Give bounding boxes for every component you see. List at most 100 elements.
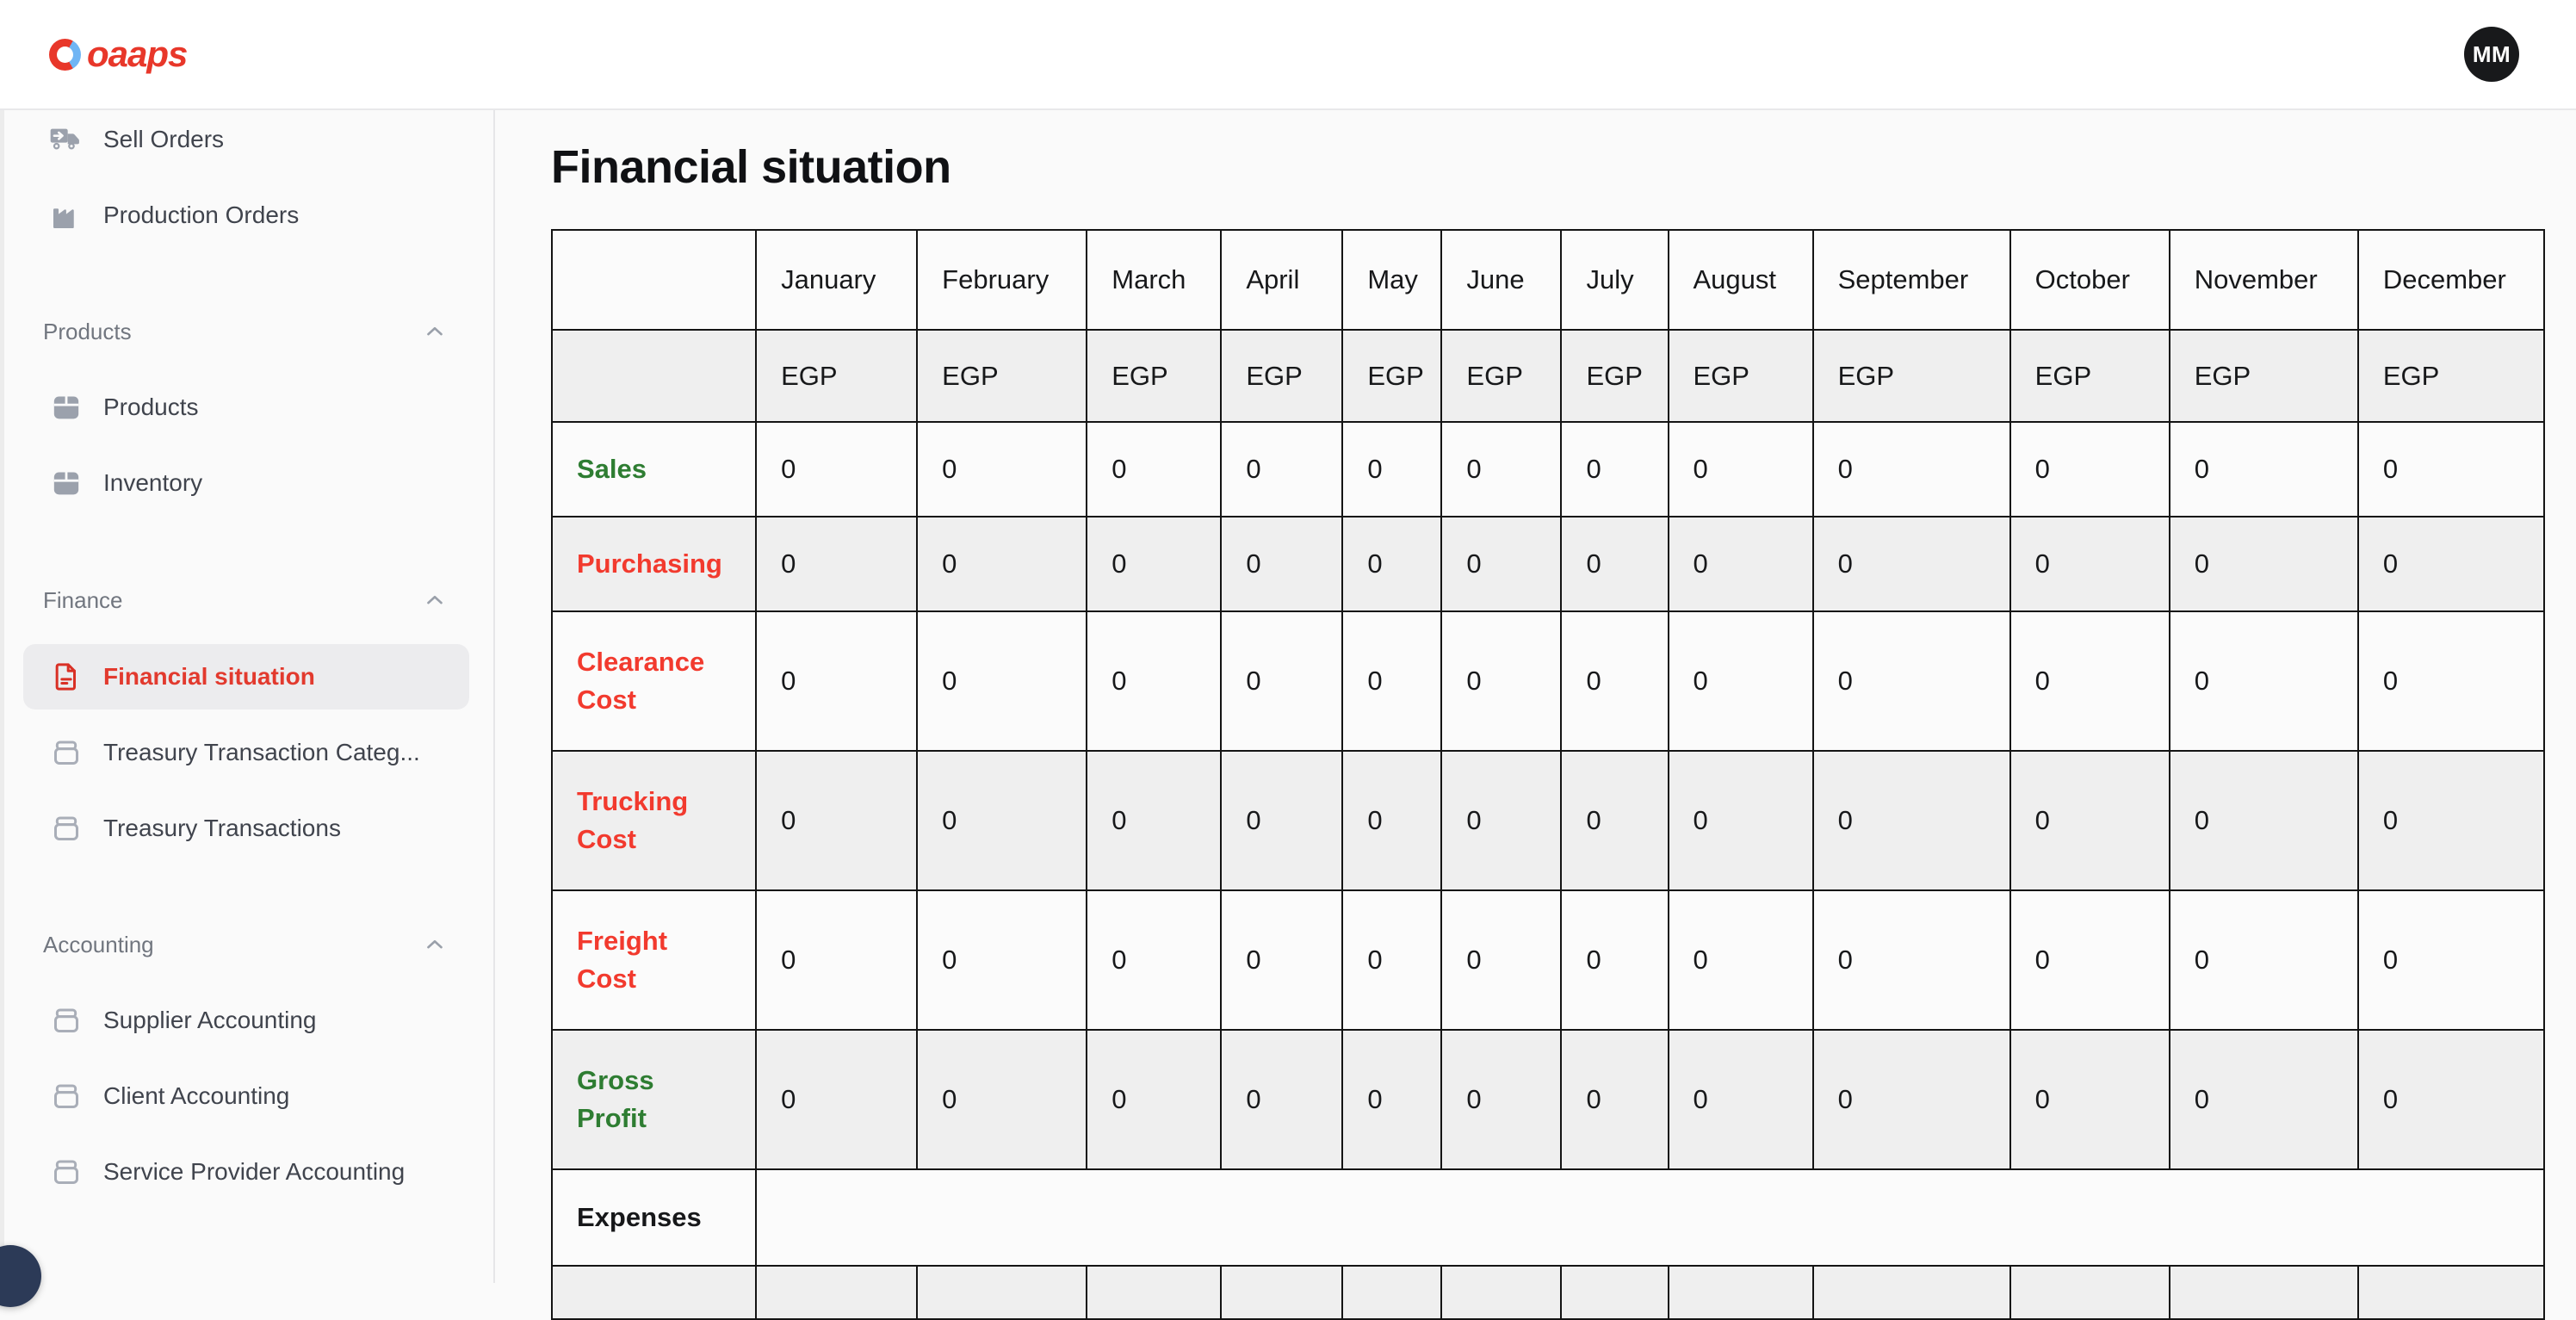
- table-value-cell: 0: [1813, 1030, 2010, 1169]
- table-value-cell: [1087, 1266, 1221, 1319]
- month-header-cell: August: [1669, 230, 1813, 330]
- sidebar-section-finance[interactable]: Finance: [0, 574, 495, 626]
- table-value-cell: 0: [917, 517, 1087, 611]
- row-label: Gross Profit: [552, 1030, 756, 1169]
- sidebar-item-label: Supplier Accounting: [103, 1007, 317, 1034]
- table-value-cell: 0: [1669, 751, 1813, 890]
- table-value-cell: 0: [1561, 1030, 1668, 1169]
- table-value-cell: 0: [1669, 611, 1813, 751]
- section-row-label: Expenses: [552, 1169, 756, 1266]
- table-corner-cell: [552, 330, 756, 422]
- month-header-cell: November: [2170, 230, 2358, 330]
- table-value-cell: 0: [1087, 422, 1221, 517]
- app-header: oaaps MM: [0, 0, 2576, 110]
- table-value-cell: 0: [2010, 1030, 2170, 1169]
- sidebar-item-inventory[interactable]: Inventory: [23, 454, 469, 512]
- table-value-cell: 0: [1561, 611, 1668, 751]
- table-value-cell: 0: [1441, 517, 1561, 611]
- month-header-cell: September: [1813, 230, 2010, 330]
- sidebar-item-label: Treasury Transactions: [103, 815, 341, 842]
- table-value-cell: 0: [1669, 1030, 1813, 1169]
- table-value-cell: [2170, 1266, 2358, 1319]
- table-value-cell: 0: [1342, 890, 1441, 1030]
- table-value-cell: 0: [917, 751, 1087, 890]
- table-value-cell: 0: [1221, 517, 1342, 611]
- sidebar-item-treasury-transactions[interactable]: Treasury Transactions: [23, 799, 469, 858]
- archive-icon: [49, 735, 84, 770]
- table-value-cell: [756, 1266, 917, 1319]
- table-value-cell: 0: [1342, 517, 1441, 611]
- sidebar-section-products[interactable]: Products: [0, 306, 495, 357]
- section-title: Finance: [43, 587, 123, 614]
- table-corner-cell: [552, 230, 756, 330]
- month-header-cell: May: [1342, 230, 1441, 330]
- sidebar-scrollbar[interactable]: [0, 110, 4, 1283]
- table-value-cell: 0: [2170, 890, 2358, 1030]
- table-value-cell: 0: [2358, 751, 2544, 890]
- sidebar-item-service-provider-accounting[interactable]: Service Provider Accounting: [23, 1143, 469, 1201]
- sidebar-item-label: Products: [103, 394, 199, 421]
- sidebar-item-label: Service Provider Accounting: [103, 1158, 405, 1186]
- table-value-cell: 0: [1441, 890, 1561, 1030]
- table-value-cell: 0: [2170, 611, 2358, 751]
- app-logo[interactable]: oaaps: [49, 34, 187, 75]
- sidebar-item-label: Treasury Transaction Categ...: [103, 739, 420, 766]
- sidebar-item-label: Financial situation: [103, 663, 315, 691]
- section-title: Accounting: [43, 932, 154, 958]
- table-value-cell: 0: [756, 422, 917, 517]
- table-value-cell: 0: [1561, 751, 1668, 890]
- table-value-cell: 0: [1669, 890, 1813, 1030]
- table-value-cell: 0: [1561, 890, 1668, 1030]
- table-value-cell: 0: [1813, 422, 2010, 517]
- table-value-cell: 0: [1441, 422, 1561, 517]
- page-title: Financial situation: [551, 136, 2576, 198]
- table-value-cell: 0: [2010, 611, 2170, 751]
- sidebar-item-label: Sell Orders: [103, 126, 224, 153]
- month-header-cell: December: [2358, 230, 2544, 330]
- table-value-cell: 0: [917, 422, 1087, 517]
- table-value-cell: 0: [1087, 517, 1221, 611]
- table-value-cell: [1221, 1266, 1342, 1319]
- row-label: Purchasing: [552, 517, 756, 611]
- sidebar-item-financial-situation[interactable]: Financial situation: [23, 644, 469, 710]
- row-label: Freight Cost: [552, 890, 756, 1030]
- table-value-cell: 0: [1221, 890, 1342, 1030]
- sidebar-item-production-orders[interactable]: Production Orders: [23, 186, 469, 245]
- section-row-empty-cell: [756, 1169, 2544, 1266]
- sidebar-item-label: Inventory: [103, 469, 202, 497]
- table-row: Expenses: [552, 1169, 2544, 1266]
- table-value-cell: 0: [1441, 611, 1561, 751]
- sidebar-item-sell-orders[interactable]: Sell Orders: [23, 110, 469, 169]
- table-value-cell: 0: [1669, 422, 1813, 517]
- sidebar-item-treasury-transaction-categories[interactable]: Treasury Transaction Categ...: [23, 723, 469, 782]
- currency-cell: EGP: [2170, 330, 2358, 422]
- sidebar-section-accounting[interactable]: Accounting: [0, 919, 495, 970]
- table-value-cell: 0: [756, 611, 917, 751]
- currency-cell: EGP: [1342, 330, 1441, 422]
- currency-cell: EGP: [2358, 330, 2544, 422]
- table-value-cell: 0: [756, 1030, 917, 1169]
- currency-cell: EGP: [1669, 330, 1813, 422]
- table-value-cell: 0: [1813, 517, 2010, 611]
- table-value-cell: 0: [1087, 1030, 1221, 1169]
- sidebar-item-supplier-accounting[interactable]: Supplier Accounting: [23, 991, 469, 1050]
- month-header-cell: April: [1221, 230, 1342, 330]
- month-header-cell: January: [756, 230, 917, 330]
- sidebar-item-products[interactable]: Products: [23, 378, 469, 437]
- logo-text: oaaps: [87, 34, 187, 75]
- user-avatar[interactable]: MM: [2464, 27, 2519, 82]
- table-value-cell: 0: [1561, 517, 1668, 611]
- archive-icon: [49, 1155, 84, 1189]
- sidebar-item-label: Production Orders: [103, 201, 299, 229]
- box-icon: [49, 390, 84, 425]
- sidebar: Sell Orders Production Orders Products P…: [0, 110, 495, 1283]
- table-value-cell: 0: [1087, 890, 1221, 1030]
- table-value-cell: 0: [756, 517, 917, 611]
- table-value-cell: 0: [2358, 422, 2544, 517]
- sidebar-item-client-accounting[interactable]: Client Accounting: [23, 1067, 469, 1125]
- table-value-cell: 0: [1087, 611, 1221, 751]
- table-value-cell: 0: [1342, 751, 1441, 890]
